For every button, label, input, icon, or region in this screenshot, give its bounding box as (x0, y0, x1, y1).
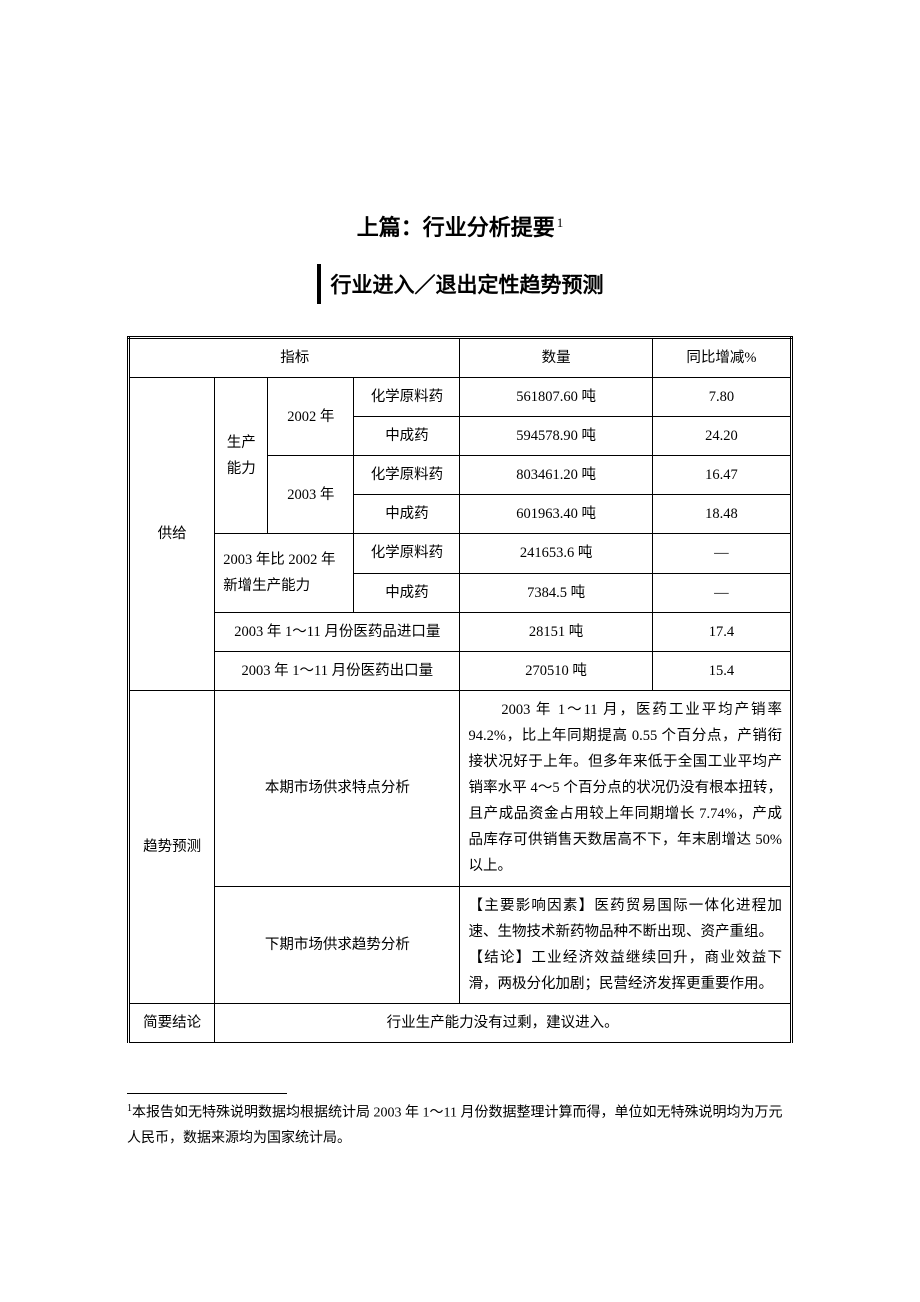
header-yoy: 同比增减% (652, 338, 791, 378)
conclusion-text: 行业生产能力没有过剩，建议进入。 (215, 1003, 792, 1042)
cell-yoy: 18.48 (652, 495, 791, 534)
trend-label: 趋势预测 (129, 690, 215, 1003)
table-row: 2003 年比 2002 年新增生产能力 化学原料药 241653.6 吨 — (129, 534, 792, 573)
trend-next-text: 【主要影响因素】医药贸易国际一体化进程加速、生物技术新药物品种不断出现、资产重组… (460, 886, 792, 1003)
section-bar-icon (317, 264, 321, 304)
cell-quantity: 594578.90 吨 (460, 417, 652, 456)
import-quantity: 28151 吨 (460, 612, 652, 651)
cell-quantity: 803461.20 吨 (460, 456, 652, 495)
header-quantity: 数量 (460, 338, 652, 378)
footnote: 1本报告如无特殊说明数据均根据统计局 2003 年 1～11 月份数据整理计算而… (127, 1100, 793, 1151)
cell-category: 化学原料药 (354, 378, 460, 417)
cell-quantity: 561807.60 吨 (460, 378, 652, 417)
cell-quantity: 601963.40 吨 (460, 495, 652, 534)
capacity-label: 生产 能力 (215, 378, 268, 534)
table-row: 2003 年 1～11 月份医药出口量 270510 吨 15.4 (129, 651, 792, 690)
year-2002: 2002 年 (268, 378, 354, 456)
footnote-text: 本报告如无特殊说明数据均根据统计局 2003 年 1～11 月份数据整理计算而得… (127, 1106, 782, 1146)
trend-current-text: 2003 年 1～11 月，医药工业平均产销率 94.2%，比上年同期提高 0.… (460, 690, 792, 886)
subtitle-text: 行业进入／退出定性趋势预测 (331, 269, 604, 299)
page-title: 上篇：行业分析提要1 (127, 210, 793, 242)
cell-category: 化学原料药 (354, 534, 460, 573)
export-quantity: 270510 吨 (460, 651, 652, 690)
cell-category: 中成药 (354, 495, 460, 534)
table-row: 2003 年 1～11 月份医药品进口量 28151 吨 17.4 (129, 612, 792, 651)
analysis-table: 指标 数量 同比增减% 供给 生产 能力 2002 年 化学原料药 561807… (127, 336, 793, 1043)
new-capacity-label: 2003 年比 2002 年新增生产能力 (215, 534, 354, 612)
title-text: 上篇：行业分析提要 (357, 215, 555, 240)
title-footnote-ref: 1 (557, 215, 564, 230)
subtitle-wrap: 行业进入／退出定性趋势预测 (127, 264, 793, 304)
cell-yoy: 7.80 (652, 378, 791, 417)
cell-yoy: — (652, 573, 791, 612)
trend-current-label: 本期市场供求特点分析 (215, 690, 460, 886)
supply-label: 供给 (129, 378, 215, 691)
cell-yoy: 24.20 (652, 417, 791, 456)
cell-category: 中成药 (354, 573, 460, 612)
export-label: 2003 年 1～11 月份医药出口量 (215, 651, 460, 690)
trend-next-label: 下期市场供求趋势分析 (215, 886, 460, 1003)
cell-category: 化学原料药 (354, 456, 460, 495)
cell-quantity: 241653.6 吨 (460, 534, 652, 573)
year-2003: 2003 年 (268, 456, 354, 534)
cell-yoy: 16.47 (652, 456, 791, 495)
import-label: 2003 年 1～11 月份医药品进口量 (215, 612, 460, 651)
import-yoy: 17.4 (652, 612, 791, 651)
footnote-separator (127, 1093, 287, 1094)
export-yoy: 15.4 (652, 651, 791, 690)
cell-category: 中成药 (354, 417, 460, 456)
table-row: 供给 生产 能力 2002 年 化学原料药 561807.60 吨 7.80 (129, 378, 792, 417)
cell-yoy: — (652, 534, 791, 573)
document-page: 上篇：行业分析提要1 行业进入／退出定性趋势预测 指标 数量 同比增减% 供给 … (0, 0, 920, 1211)
conclusion-label: 简要结论 (129, 1003, 215, 1042)
table-row: 趋势预测 本期市场供求特点分析 2003 年 1～11 月，医药工业平均产销率 … (129, 690, 792, 886)
table-row: 简要结论 行业生产能力没有过剩，建议进入。 (129, 1003, 792, 1042)
cell-quantity: 7384.5 吨 (460, 573, 652, 612)
table-header-row: 指标 数量 同比增减% (129, 338, 792, 378)
table-row: 下期市场供求趋势分析 【主要影响因素】医药贸易国际一体化进程加速、生物技术新药物… (129, 886, 792, 1003)
header-indicator: 指标 (129, 338, 460, 378)
